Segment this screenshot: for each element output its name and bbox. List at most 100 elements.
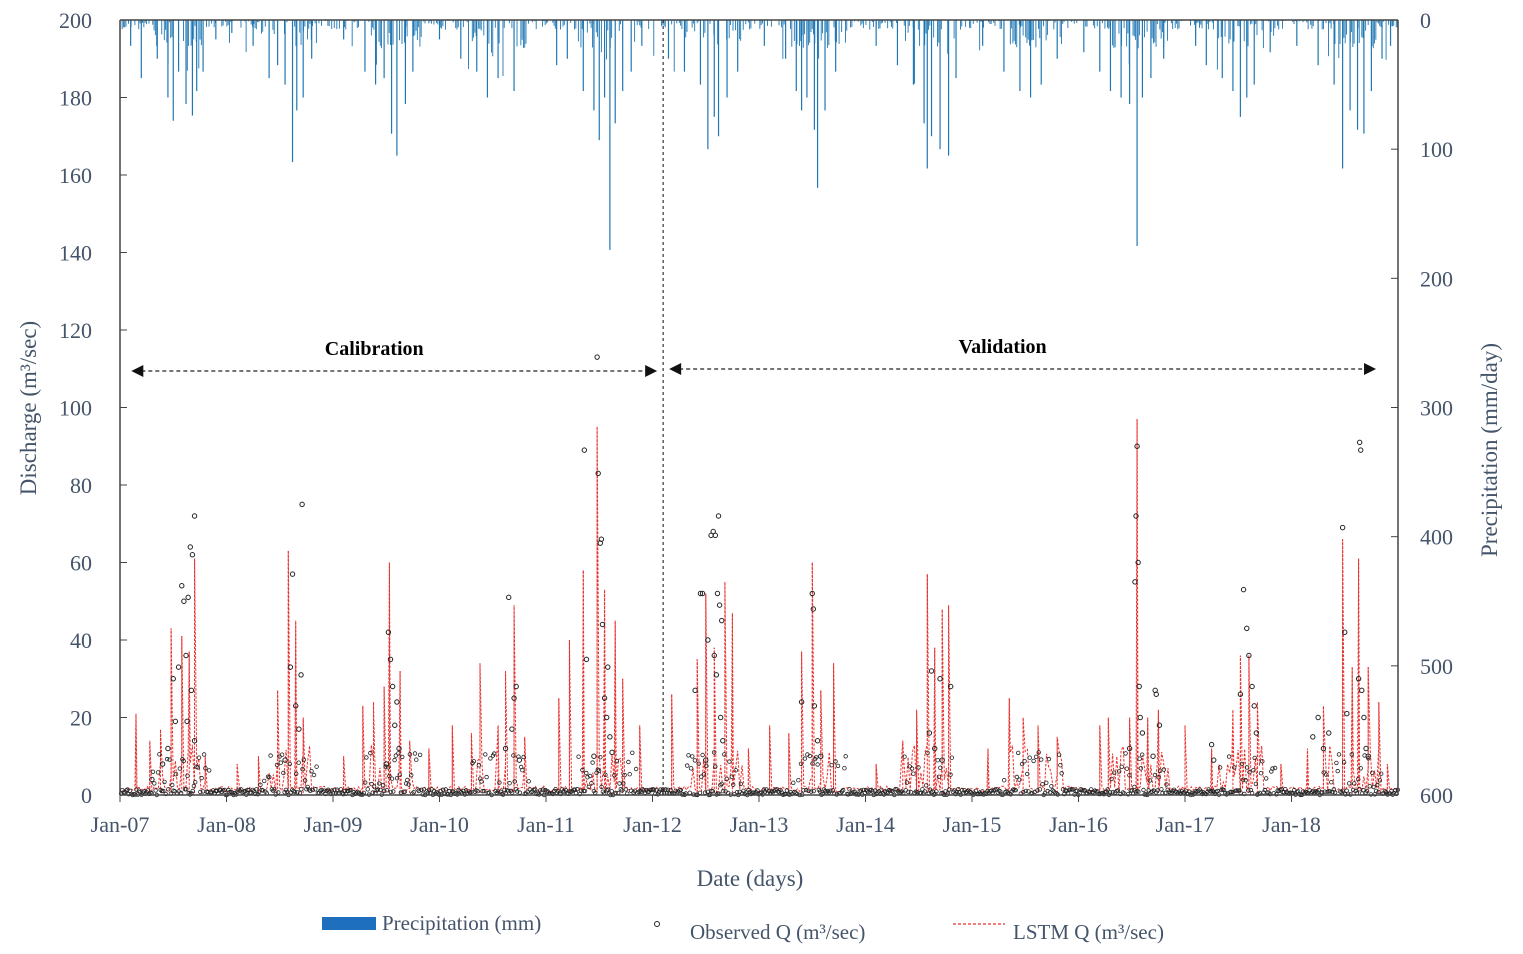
observed-point <box>497 780 502 785</box>
observed-point <box>1217 765 1223 770</box>
observed-point <box>622 772 627 778</box>
observed-point <box>185 773 190 778</box>
lstm-line <box>119 419 1399 794</box>
observed-point <box>179 583 185 589</box>
validation-arrow-head-left <box>669 363 682 375</box>
observed-point <box>1355 676 1362 682</box>
observed-point <box>1231 765 1237 770</box>
observed-point <box>310 787 315 793</box>
observed-point <box>296 726 302 732</box>
left-tick-label: 200 <box>59 8 92 33</box>
observed-point <box>1111 770 1117 775</box>
observed-point <box>1134 443 1140 449</box>
observed-point <box>471 759 476 764</box>
x-tick-label: Jan-08 <box>197 812 256 837</box>
calibration-arrow-head-left <box>131 365 144 377</box>
observed-point <box>181 758 186 764</box>
observed-point <box>658 787 663 792</box>
observed-point <box>213 788 218 794</box>
left-y-ticks: 0 20 40 60 80 100 120 140 160 180 200 <box>59 8 127 808</box>
observed-point <box>582 788 588 794</box>
observed-point <box>1229 789 1234 795</box>
observed-point <box>825 788 830 794</box>
observed-point <box>704 763 709 768</box>
observed-point <box>507 781 512 786</box>
observed-point <box>835 763 841 769</box>
observed-point <box>1252 755 1257 761</box>
observed-point <box>789 791 795 797</box>
observed-point <box>727 759 732 764</box>
observed-point <box>1004 789 1009 794</box>
observed-point <box>187 544 193 550</box>
observed-point <box>692 687 698 694</box>
observed-point <box>949 755 954 760</box>
observed-point <box>189 552 196 558</box>
observed-point <box>1323 772 1329 777</box>
observed-point <box>1033 754 1039 759</box>
observed-point <box>1375 782 1380 788</box>
observed-point <box>1155 788 1160 793</box>
observed-point <box>177 766 183 771</box>
observed-point <box>731 782 736 787</box>
observed-point <box>293 703 299 709</box>
observed-point <box>296 760 301 765</box>
observed-point <box>150 769 156 774</box>
observed-point <box>1024 771 1030 777</box>
observed-point <box>389 683 396 690</box>
observed-point <box>738 781 744 787</box>
observed-point <box>388 789 393 795</box>
observed-point <box>308 788 313 793</box>
observed-point <box>1017 777 1022 782</box>
observed-point <box>347 788 352 793</box>
observed-point <box>270 788 276 793</box>
observed-point <box>1369 770 1375 775</box>
observed-point <box>894 787 899 792</box>
observed-point <box>939 757 945 763</box>
observed-point <box>1342 629 1348 635</box>
observed-point <box>258 782 263 787</box>
observed-point <box>729 774 735 779</box>
observed-point <box>371 784 377 789</box>
observed-point <box>928 668 935 674</box>
observed-point <box>363 780 368 785</box>
observed-point <box>1237 788 1242 793</box>
observed-point <box>274 762 280 768</box>
observed-point <box>777 790 782 795</box>
observed-point <box>1392 788 1398 793</box>
observed-point <box>1208 741 1215 748</box>
observed-point <box>409 773 414 778</box>
observed-point <box>719 781 724 787</box>
observed-point <box>190 788 195 794</box>
observed-point <box>1060 787 1066 792</box>
observed-point <box>716 602 723 608</box>
observed-point <box>311 772 317 778</box>
observed-point <box>134 787 139 792</box>
observed-point <box>242 788 248 794</box>
observed-point <box>1316 788 1321 793</box>
observed-point <box>1272 765 1278 771</box>
observed-point <box>159 761 166 767</box>
observed-point <box>167 757 172 762</box>
observed-point <box>842 766 847 771</box>
observed-point <box>576 754 581 759</box>
observed-point <box>665 787 671 792</box>
observed-point <box>1035 788 1040 793</box>
observed-point <box>540 787 545 792</box>
observed-point <box>1341 760 1347 765</box>
observed-point <box>612 773 617 778</box>
legend-observed-marker <box>654 921 660 927</box>
observed-point <box>1349 752 1354 757</box>
observed-point <box>416 788 421 794</box>
x-tick-label: Jan-16 <box>1049 812 1108 837</box>
observed-point <box>515 789 520 794</box>
observed-point <box>1270 766 1275 771</box>
observed-point <box>472 789 478 794</box>
observed-point <box>713 672 720 678</box>
observed-point <box>192 780 198 785</box>
observed-point <box>594 354 600 360</box>
observed-point <box>701 772 706 777</box>
observed-point <box>581 447 588 453</box>
x-ticks: Jan-07 Jan-08 Jan-09 Jan-10 Jan-11 Jan-12 Jan-… <box>91 795 1321 837</box>
observed-point <box>511 695 517 701</box>
observed-point <box>1136 789 1141 794</box>
